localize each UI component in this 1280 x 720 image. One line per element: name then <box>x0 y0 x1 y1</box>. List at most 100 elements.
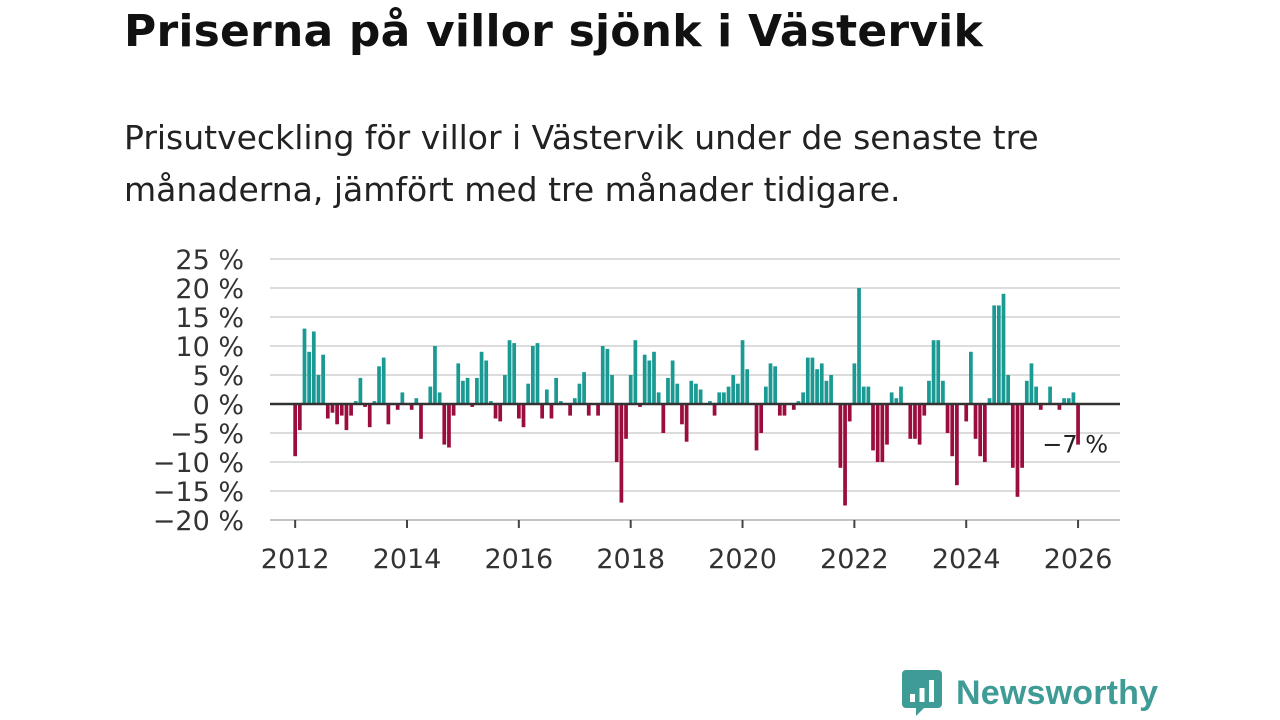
bar <box>899 386 903 404</box>
bar <box>763 386 768 404</box>
y-tick-label: 25 % <box>175 245 244 276</box>
bar <box>544 389 549 404</box>
bar <box>652 351 656 404</box>
bar <box>708 401 712 404</box>
bar <box>316 375 321 404</box>
x-tick-label: 2018 <box>596 544 665 575</box>
bar <box>955 404 959 486</box>
bar <box>759 404 764 433</box>
bar <box>819 363 824 404</box>
bar <box>1006 375 1011 404</box>
bar <box>503 375 507 404</box>
bar <box>451 404 456 416</box>
bar <box>666 377 670 404</box>
bar <box>917 404 922 445</box>
bar <box>530 346 535 404</box>
bar <box>516 404 521 419</box>
bar <box>339 404 344 416</box>
bar <box>419 404 423 439</box>
bar <box>582 372 586 404</box>
bar <box>344 404 349 431</box>
y-tick-label: 10 % <box>175 332 244 363</box>
bar <box>400 392 405 404</box>
bar <box>1057 404 1062 410</box>
bar <box>810 357 815 404</box>
bar <box>605 348 610 404</box>
bar <box>731 375 736 404</box>
bar <box>689 380 694 404</box>
x-tick-label: 2026 <box>1044 544 1113 575</box>
bar <box>325 404 330 419</box>
bar <box>302 328 307 404</box>
bar <box>1071 392 1076 404</box>
bar <box>922 404 927 416</box>
bar-series <box>293 288 1080 506</box>
bar <box>549 404 554 419</box>
bar <box>768 363 773 404</box>
bar <box>847 404 852 422</box>
y-tick-label: 15 % <box>175 303 244 334</box>
bar <box>1076 404 1080 445</box>
bar <box>526 383 531 404</box>
bar <box>353 401 358 404</box>
bar <box>852 363 857 404</box>
bar <box>479 351 484 404</box>
bar <box>372 401 377 404</box>
x-tick-label: 2012 <box>261 544 330 575</box>
bar <box>433 346 437 404</box>
bar <box>572 398 577 404</box>
bar-chart: 25 %20 %15 %10 %5 %0 %−5 %−10 %−15 %−20 … <box>153 245 1120 575</box>
bar <box>726 386 731 404</box>
x-tick-label: 2022 <box>820 544 889 575</box>
bar <box>722 392 726 404</box>
bar <box>857 288 861 404</box>
bar <box>568 404 572 416</box>
bar <box>936 340 941 404</box>
bar <box>358 377 363 404</box>
y-tick-label: −15 % <box>153 477 244 508</box>
bar <box>442 404 447 445</box>
bar <box>969 351 973 404</box>
bar <box>773 366 778 404</box>
bar <box>801 392 805 404</box>
bar <box>996 305 1001 404</box>
bar <box>414 398 419 404</box>
bar <box>1066 398 1071 404</box>
bar <box>950 404 955 457</box>
bar <box>554 377 558 404</box>
bar <box>321 354 325 404</box>
bar <box>861 386 866 404</box>
bar <box>377 366 381 404</box>
bar <box>647 360 652 404</box>
bar <box>866 386 871 404</box>
bar <box>661 404 666 433</box>
bar <box>638 404 642 407</box>
y-tick-label: 5 % <box>193 361 244 392</box>
bar <box>829 375 833 404</box>
bar <box>512 343 517 404</box>
y-tick-label: −10 % <box>153 448 244 479</box>
bar <box>484 360 489 404</box>
bar <box>633 340 638 404</box>
bar <box>982 404 987 462</box>
y-tick-label: −20 % <box>153 506 244 537</box>
bar <box>330 404 335 413</box>
chart-subtitle: Prisutveckling för villor i Västervik un… <box>124 118 1039 209</box>
bar <box>694 383 698 404</box>
bar <box>717 392 722 404</box>
bar <box>838 404 843 468</box>
bar <box>642 354 647 404</box>
bar <box>558 401 563 404</box>
bar <box>577 383 582 404</box>
bar <box>1062 398 1066 404</box>
bar <box>428 386 433 404</box>
bar <box>1024 380 1029 404</box>
bar <box>973 404 978 439</box>
bar <box>740 340 745 404</box>
x-axis: 2012 2014 2016 2018 2020 2022 2024 2026 <box>261 519 1120 575</box>
bar <box>596 404 600 416</box>
bar <box>381 357 386 404</box>
bar <box>307 351 312 404</box>
bar <box>941 380 945 404</box>
bar <box>913 404 917 439</box>
